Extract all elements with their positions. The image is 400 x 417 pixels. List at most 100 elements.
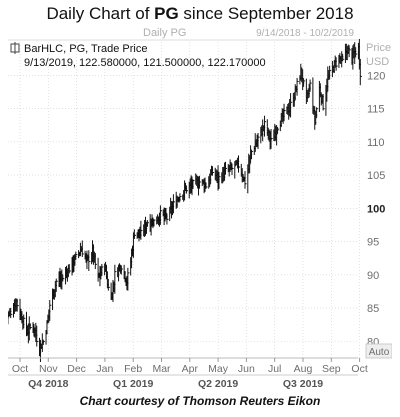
y-tick-label: 90 <box>367 270 379 282</box>
ohlc-bar <box>218 171 221 189</box>
ohlc-bar <box>140 220 143 240</box>
x-month-label: Dec <box>67 363 86 375</box>
chart-caption: Chart courtesy of Thomson Reuters Eikon <box>79 394 321 408</box>
y-tick-label: 110 <box>367 137 385 149</box>
title-prefix: Daily Chart of <box>46 4 155 23</box>
legend-values: 9/13/2019, 122.580000, 121.500000, 122.1… <box>24 57 266 69</box>
x-month-label: Aug <box>294 363 313 375</box>
ohlc-bar <box>75 251 78 260</box>
x-quarter-label: Q1 2019 <box>113 378 153 390</box>
x-month-label: Feb <box>124 363 142 375</box>
ohlc-bar <box>62 274 65 282</box>
y-tick-label: 120 <box>367 70 385 82</box>
ohlc-bar <box>127 267 130 291</box>
ohlc-bar <box>94 252 97 270</box>
ohlc-bar <box>290 93 293 118</box>
ohlc-bar <box>335 57 338 71</box>
title-suffix: since September 2018 <box>178 4 354 23</box>
ohlc-bar <box>277 127 280 134</box>
ohlc-bar <box>49 300 52 321</box>
ohlc-bar <box>205 182 208 189</box>
ohlc-bar <box>55 278 58 292</box>
ohlc-bar <box>244 171 247 189</box>
y-tick-label: 105 <box>367 170 385 182</box>
grid-layer <box>8 42 360 358</box>
ohlc-bar <box>107 278 110 291</box>
ohlc-bar <box>309 79 312 92</box>
ohlc-bars <box>3 38 362 363</box>
ohlc-bar <box>185 185 189 194</box>
ohlc-bar <box>359 58 362 86</box>
x-month-label: Jan <box>96 363 113 375</box>
ohlc-bar <box>153 219 156 227</box>
ohlc-bar <box>133 229 136 239</box>
ohlc-bar <box>88 250 91 271</box>
header-label: Daily PG <box>143 27 186 39</box>
ohlc-bar <box>114 264 117 294</box>
ohlc-bar <box>270 129 273 149</box>
ohlc-bar <box>16 298 19 312</box>
ohlc-bar <box>146 220 149 227</box>
ohlc-bar <box>238 155 241 173</box>
chart-frame: Daily PG 9/14/2018 - 10/2/2019 BarHLC, P… <box>3 24 393 394</box>
ohlc-bar <box>355 47 358 58</box>
ohlc-bar <box>316 107 319 119</box>
ohlc-bar <box>172 194 176 214</box>
x-quarter-label: Q2 2019 <box>198 378 238 390</box>
ohlc-bar <box>283 103 286 122</box>
ohlc-bar <box>159 205 162 225</box>
auto-scale-label: Auto <box>369 347 390 358</box>
price-chart: Daily PG 9/14/2018 - 10/2/2019 BarHLC, P… <box>3 24 393 394</box>
x-month-label: Nov <box>39 363 58 375</box>
x-month-label: Oct <box>351 363 367 375</box>
ohlc-bar <box>120 265 123 275</box>
ohlc-bar <box>264 115 267 137</box>
x-month-label: May <box>208 363 229 375</box>
ohlc-bar <box>303 78 306 87</box>
x-month-label: Mar <box>152 363 171 375</box>
y-axis-title-price: Price <box>366 42 391 54</box>
x-axis-months: Oct Nov Dec Jan Feb Mar Apr May Jun Jul Aug Sep Oct <box>12 358 368 375</box>
legend-box: BarHLC, PG, Trade Price 9/13/2019, 122.5… <box>10 42 266 69</box>
ohlc-bar <box>179 193 182 202</box>
ohlc-bar <box>322 94 325 111</box>
y-tick-label: 95 <box>367 237 379 249</box>
ohlc-bar <box>23 314 26 329</box>
title-ticker: PG <box>154 4 179 23</box>
x-month-label: Sep <box>322 363 341 375</box>
ohlc-bar <box>36 325 39 347</box>
ohlc-bar <box>198 175 202 189</box>
ohlc-bar <box>81 240 84 258</box>
x-month-label: Apr <box>182 363 199 375</box>
ohlc-bar <box>329 65 332 80</box>
chart-background <box>8 24 392 394</box>
ohlc-bar <box>42 339 45 346</box>
ohlc-bar <box>211 166 215 176</box>
ohlc-bar <box>251 149 254 160</box>
x-month-label: Jul <box>268 363 281 375</box>
ohlc-bar <box>101 263 104 276</box>
y-tick-label: 85 <box>367 303 379 315</box>
ohlc-bar <box>342 53 345 62</box>
y-tick-label: 100 <box>367 203 385 215</box>
legend-series: BarHLC, PG, Trade Price <box>24 43 148 55</box>
ohlc-bar <box>10 307 13 319</box>
ohlc-bar <box>224 161 228 175</box>
y-tick-label: 115 <box>367 104 385 116</box>
x-quarter-label: Q3 2019 <box>283 378 323 390</box>
ohlc-bar <box>166 213 169 225</box>
header-date-range: 9/14/2018 - 10/2/2019 <box>256 28 354 39</box>
x-quarter-label: Q4 2018 <box>28 378 68 390</box>
ohlc-bar <box>257 132 260 150</box>
ohlc-bar <box>68 264 71 274</box>
x-axis-quarters: Q4 2018 Q1 2019 Q2 2019 Q3 2019 <box>8 374 358 390</box>
ohlc-bar <box>29 323 32 330</box>
ohlc-bar <box>348 45 351 58</box>
x-month-label: Jun <box>238 363 255 375</box>
x-month-label: Oct <box>12 363 28 375</box>
y-axis-title-usd: USD <box>366 56 389 68</box>
ohlc-bar <box>231 163 234 176</box>
ohlc-bar <box>192 179 195 189</box>
ohlc-bar <box>296 77 299 96</box>
